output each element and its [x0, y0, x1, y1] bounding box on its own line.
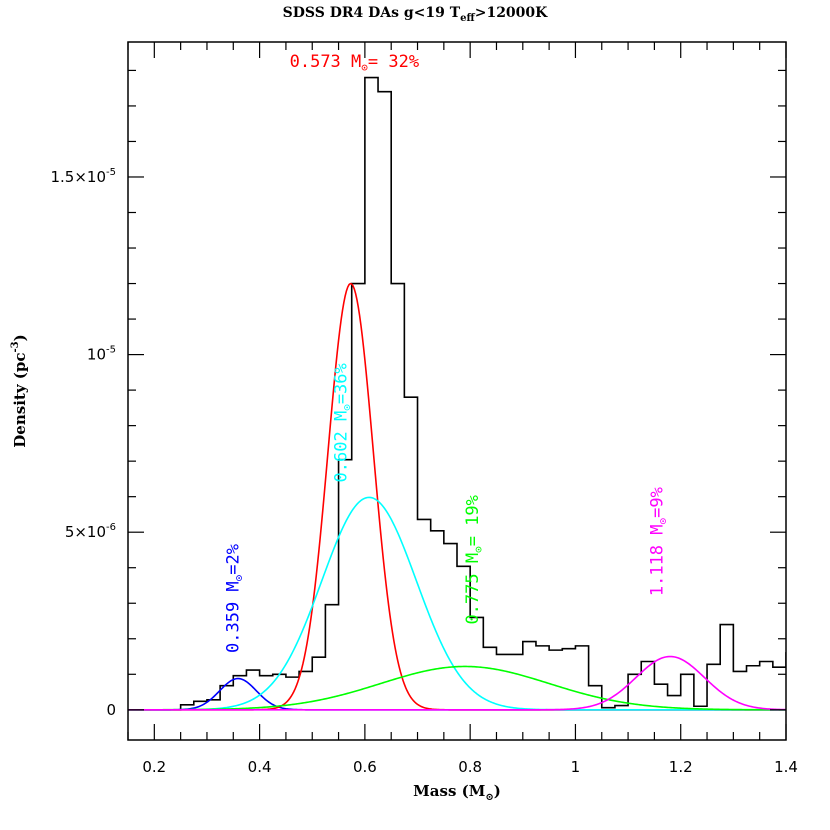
annotation-cyan: 0.602 M⊙=36% — [331, 363, 353, 482]
y-tick-label: 0 — [106, 701, 116, 719]
y-tick-label: 1.5×10-5 — [51, 167, 117, 186]
gaussian-series-3 — [128, 665, 786, 711]
x-tick-label: 0.6 — [353, 758, 377, 776]
histogram-observed — [128, 76, 786, 711]
chart-title: SDSS DR4 DAs g<19 Teff>12000K — [283, 5, 548, 24]
x-tick-label: 1.4 — [774, 758, 798, 776]
annotation-red: 0.573 M⊙= 32% — [290, 52, 419, 74]
y-axis-ticks: 0 5×10-6 10-5 1.5×10-5 — [51, 69, 786, 719]
x-tick-label: 0.8 — [458, 758, 482, 776]
y-axis-title: Density (pc-3) — [10, 334, 29, 447]
x-tick-label: 0.2 — [142, 758, 166, 776]
y-tick-label: 10-5 — [87, 345, 116, 364]
x-tick-label: 1.2 — [669, 758, 693, 776]
x-tick-label: 0.4 — [248, 758, 272, 776]
gaussian-series-4 — [128, 655, 786, 711]
x-tick-label: 1 — [571, 758, 581, 776]
gaussian-series-2 — [128, 496, 786, 711]
annotation-blue: 0.359 M⊙=2% — [224, 544, 246, 653]
plot-area — [127, 41, 787, 741]
plot-frame — [127, 41, 787, 741]
x-axis-label: Mass (M⊙) — [413, 782, 501, 803]
fit-annotations: 0.573 M⊙= 32% 0.359 M⊙=2% 0.602 M⊙=36% 0.77… — [224, 52, 670, 653]
gaussian-series-0 — [128, 677, 786, 711]
annotation-green: 0.775 M⊙= 19% — [463, 495, 485, 624]
chart-title-text: SDSS DR4 DAs g<19 Teff>12000K — [283, 5, 548, 24]
y-axis-label: Density (pc-3) — [10, 334, 29, 447]
x-axis-title: Mass (M⊙) — [413, 782, 501, 803]
annotation-magenta: 1.118 M⊙=9% — [647, 487, 669, 596]
y-tick-label: 5×10-6 — [65, 522, 116, 541]
x-axis-ticks: 0.2 0.4 0.6 0.8 1 1.2 1.4 — [127, 42, 798, 776]
